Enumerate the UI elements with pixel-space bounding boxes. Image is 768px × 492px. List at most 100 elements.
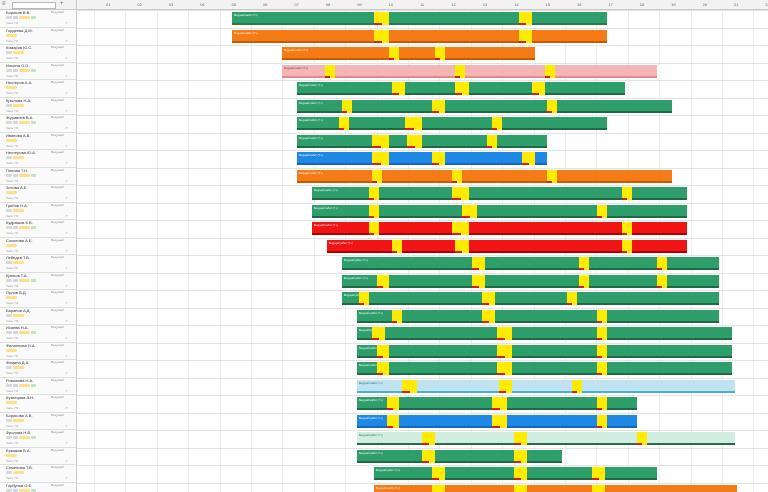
- break-segment[interactable]: [482, 309, 495, 323]
- employee-row[interactable]: Комаров Ю.С. Ведущий Часы 7/4 ↗: [0, 45, 76, 63]
- employee-row[interactable]: Лебедев Т.В. Ведущий Часы 7/4 ↗: [0, 255, 76, 273]
- break-segment[interactable]: [597, 309, 607, 323]
- employee-link-icon[interactable]: ↗: [65, 73, 68, 78]
- break-segment[interactable]: [514, 449, 527, 463]
- employee-row[interactable]: Нестерова Ю.А. Ведущий Часы 7/4 ↗: [0, 150, 76, 168]
- break-segment[interactable]: [387, 414, 399, 428]
- break-segment[interactable]: [497, 344, 512, 358]
- break-segment[interactable]: [372, 152, 389, 165]
- shift-bar[interactable]: Ведущий работ (7 ч): [232, 29, 607, 43]
- employee-row[interactable]: Борисова А.В. Ведущий Часы 7/4 ↗: [0, 413, 76, 430]
- employee-link-icon[interactable]: ↗: [65, 441, 68, 445]
- employee-row[interactable]: Семенова Т.В. Ведущий Часы 7/4 ↗: [0, 465, 76, 483]
- shift-bar[interactable]: Ведущий работ (7 ч): [297, 134, 547, 148]
- shift-bar[interactable]: Ведущий работ (7 ч): [357, 327, 732, 340]
- employee-link-icon[interactable]: ↗: [65, 161, 68, 165]
- break-segment[interactable]: [389, 47, 399, 60]
- shift-bar[interactable]: Ведущий работ (7 ч): [232, 12, 607, 25]
- break-segment[interactable]: [422, 449, 435, 463]
- employee-link-icon[interactable]: ↗: [65, 406, 68, 410]
- break-segment[interactable]: [597, 327, 607, 340]
- shift-bar[interactable]: Ведущий работ (7 ч): [282, 64, 657, 78]
- break-segment[interactable]: [492, 117, 502, 130]
- break-segment[interactable]: [369, 187, 379, 200]
- break-segment[interactable]: [432, 152, 445, 165]
- shift-bar[interactable]: Ведущий работ (7 ч): [357, 449, 562, 463]
- break-segment[interactable]: [372, 134, 389, 148]
- break-segment[interactable]: [392, 239, 402, 253]
- break-segment[interactable]: [392, 82, 405, 95]
- break-segment[interactable]: [387, 397, 399, 410]
- employee-link-icon[interactable]: ↗: [65, 371, 68, 375]
- break-segment[interactable]: [342, 99, 352, 113]
- employee-link-icon[interactable]: ↗: [65, 213, 68, 218]
- shift-bar[interactable]: Ведущий работ (7 ч): [342, 292, 719, 305]
- break-segment[interactable]: [545, 64, 555, 78]
- break-segment[interactable]: [567, 292, 577, 305]
- employee-row[interactable]: Филиппова Н.А. Ведущий Часы 7/4 ↗: [0, 343, 76, 360]
- break-segment[interactable]: [532, 82, 545, 95]
- employee-row[interactable]: Ильина О.О. Ведущий Часы 7/4 ↗: [0, 63, 76, 80]
- break-segment[interactable]: [455, 239, 469, 253]
- shift-bar[interactable]: Ведущий работ (7 ч): [282, 47, 535, 60]
- break-segment[interactable]: [597, 204, 607, 218]
- break-segment[interactable]: [435, 47, 445, 60]
- employee-link-icon[interactable]: ↗: [65, 476, 68, 480]
- employee-link-icon[interactable]: ↗: [65, 56, 68, 60]
- shift-bar[interactable]: Ведущий работ (7 ч): [357, 344, 732, 358]
- employee-row[interactable]: Романова Н.А. Ведущий Часы 7/4 ↗: [0, 378, 76, 395]
- employee-link-icon[interactable]: ↗: [65, 21, 68, 25]
- shift-bar[interactable]: Ведущий работ (7 ч): [357, 309, 719, 323]
- break-segment[interactable]: [597, 414, 607, 428]
- break-segment[interactable]: [369, 204, 379, 218]
- break-segment[interactable]: [432, 467, 445, 480]
- shift-bar[interactable]: Ведущий работ (7 ч): [357, 432, 735, 445]
- break-segment[interactable]: [622, 222, 632, 235]
- break-segment[interactable]: [432, 99, 445, 113]
- shift-bar[interactable]: Ведущий работ (7 ч): [357, 379, 735, 393]
- break-segment[interactable]: [452, 169, 462, 183]
- employee-link-icon[interactable]: ↗: [65, 38, 68, 43]
- employee-link-icon[interactable]: ↗: [65, 108, 68, 113]
- break-segment[interactable]: [622, 239, 632, 253]
- break-segment[interactable]: [405, 117, 422, 130]
- break-segment[interactable]: [422, 432, 435, 445]
- employee-row[interactable]: Иванова А.В. Ведущий Часы 7/4 ↗: [0, 133, 76, 150]
- break-segment[interactable]: [657, 274, 667, 288]
- break-segment[interactable]: [455, 82, 469, 95]
- break-segment[interactable]: [374, 29, 389, 43]
- employee-link-icon[interactable]: ↗: [65, 248, 68, 253]
- employee-link-icon[interactable]: ↗: [65, 143, 68, 148]
- break-segment[interactable]: [407, 134, 422, 148]
- break-segment[interactable]: [497, 362, 512, 375]
- break-segment[interactable]: [377, 274, 389, 288]
- break-segment[interactable]: [392, 309, 402, 323]
- break-segment[interactable]: [432, 484, 445, 492]
- shift-bar[interactable]: Ведущий работ (7 ч): [312, 204, 687, 218]
- employee-row[interactable]: Фролова Н.В. Ведущий Часы 7/4 ↗: [0, 430, 76, 448]
- break-segment[interactable]: [637, 432, 647, 445]
- break-segment[interactable]: [514, 484, 527, 492]
- break-segment[interactable]: [547, 169, 557, 183]
- employee-row[interactable]: Грибов Н.А. Ведущий Часы 7/4 ↗: [0, 203, 76, 220]
- shift-bar[interactable]: Ведущий работ (7 ч): [312, 222, 687, 235]
- shift-bar[interactable]: Ведущий работ (7 ч): [297, 169, 672, 183]
- shift-bar[interactable]: Ведущий работ (7 ч): [357, 362, 732, 375]
- break-segment[interactable]: [497, 327, 512, 340]
- employee-link-icon[interactable]: ↗: [65, 301, 68, 305]
- break-segment[interactable]: [547, 99, 557, 113]
- break-segment[interactable]: [472, 257, 485, 270]
- break-segment[interactable]: [519, 29, 532, 43]
- employee-link-icon[interactable]: ↗: [65, 423, 68, 428]
- break-segment[interactable]: [657, 257, 667, 270]
- break-segment[interactable]: [492, 397, 507, 410]
- employee-link-icon[interactable]: ↗: [65, 336, 68, 340]
- employee-row[interactable]: Ермаков В.А. Ведущий Часы 7/4 ↗: [0, 448, 76, 465]
- break-segment[interactable]: [514, 432, 527, 445]
- break-segment[interactable]: [579, 274, 589, 288]
- employee-link-icon[interactable]: ↗: [65, 318, 68, 323]
- break-segment[interactable]: [514, 467, 527, 480]
- break-segment[interactable]: [369, 222, 379, 235]
- menu-icon[interactable]: ≡: [2, 1, 6, 7]
- break-segment[interactable]: [482, 292, 495, 305]
